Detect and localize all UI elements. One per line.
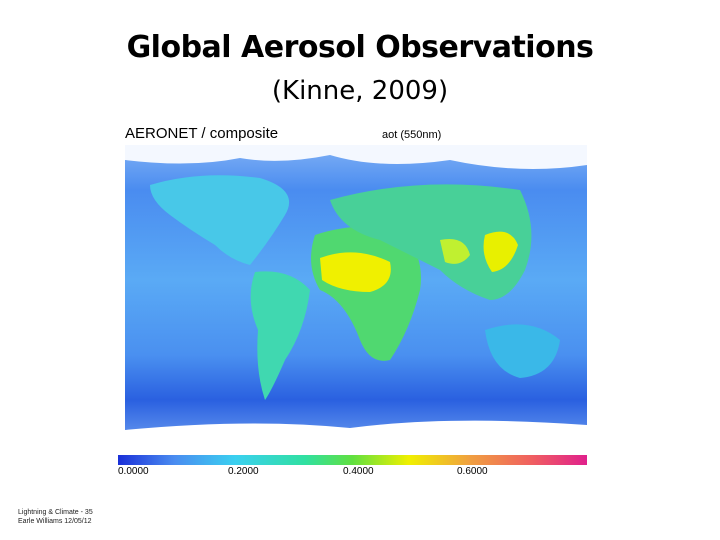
slide-subtitle: (Kinne, 2009) — [271, 76, 449, 106]
china-high — [483, 231, 518, 272]
colorbar-label: 0.2000 — [228, 466, 259, 477]
india-high — [440, 239, 470, 264]
footer-line: Earle Williams 12/05/12 — [18, 518, 92, 525]
arctic — [125, 145, 587, 169]
north-america — [150, 175, 290, 265]
colorbar-label: 0.0000 — [118, 466, 149, 477]
footer-line: Lightning & Climate - 35 — [18, 509, 93, 516]
footer: Lightning & Climate - 35 Earle Williams … — [18, 508, 93, 526]
south-america — [250, 271, 310, 400]
map-header-right: aot (550nm) — [382, 129, 441, 141]
map-header-left: AERONET / composite — [125, 125, 278, 142]
sahara-high — [320, 252, 391, 292]
colorbar-label: 0.6000 — [457, 466, 488, 477]
colorbar-label: 0.4000 — [343, 466, 374, 477]
eurasia — [330, 184, 532, 300]
antarctica — [125, 420, 587, 445]
colorbar — [118, 455, 587, 465]
slide-title: Global Aerosol Observations — [126, 30, 594, 65]
australia — [485, 324, 560, 378]
